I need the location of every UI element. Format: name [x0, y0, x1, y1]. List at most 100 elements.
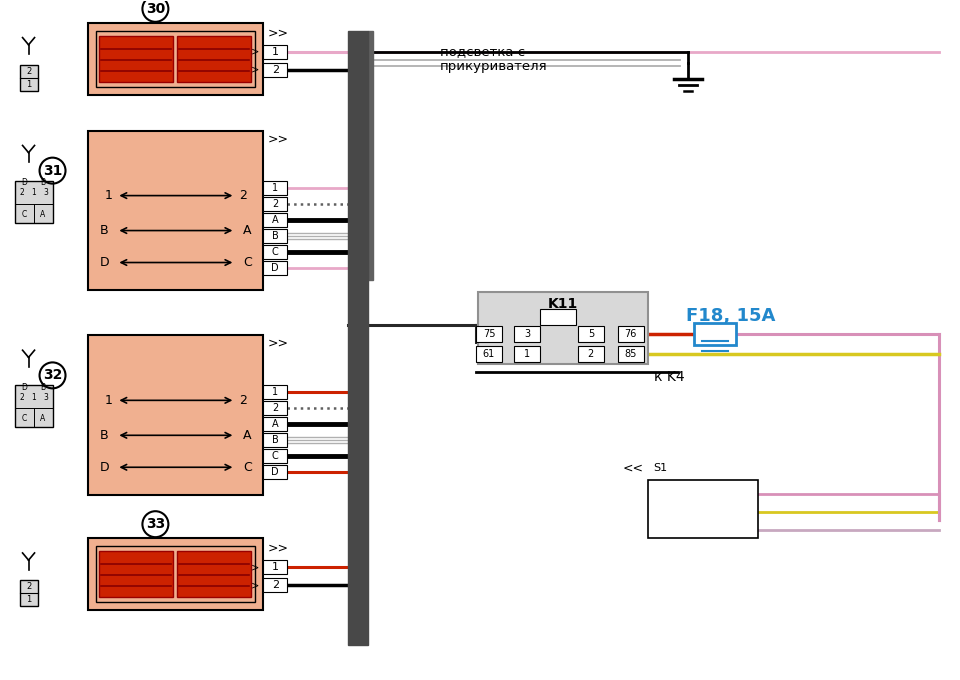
Bar — [19, 65, 37, 90]
Text: B: B — [40, 178, 45, 187]
Bar — [263, 63, 287, 77]
Bar — [100, 551, 174, 597]
Text: >>: >> — [243, 47, 259, 56]
Text: к K4: к K4 — [654, 371, 684, 384]
Text: 1: 1 — [272, 47, 278, 56]
Text: >>: >> — [243, 562, 259, 572]
Bar — [514, 326, 540, 343]
Bar — [178, 36, 252, 82]
Bar — [263, 213, 287, 226]
Bar — [476, 326, 502, 343]
Text: 32: 32 — [43, 369, 62, 382]
Text: >>: >> — [267, 542, 288, 555]
Text: B: B — [100, 429, 108, 442]
Text: >>: >> — [243, 65, 259, 75]
Text: >>: >> — [267, 337, 288, 350]
Text: C: C — [272, 247, 278, 256]
Bar — [263, 386, 287, 399]
Text: A: A — [272, 215, 278, 224]
Bar — [263, 433, 287, 447]
Text: 5: 5 — [588, 329, 594, 339]
Text: A: A — [40, 209, 45, 219]
Bar — [263, 45, 287, 58]
Bar — [540, 309, 576, 326]
Text: 2: 2 — [272, 65, 278, 75]
Bar — [263, 245, 287, 258]
Text: F18, 15A: F18, 15A — [685, 307, 775, 326]
Bar — [578, 326, 604, 343]
Text: 1: 1 — [26, 595, 31, 604]
Bar — [348, 31, 368, 645]
Text: 1: 1 — [272, 562, 278, 572]
Text: 2: 2 — [239, 394, 248, 407]
Text: C: C — [243, 256, 252, 269]
Text: A: A — [40, 414, 45, 424]
Text: 2: 2 — [588, 350, 594, 360]
Text: 1: 1 — [105, 189, 112, 202]
Text: >>: >> — [243, 580, 259, 590]
Text: C: C — [272, 452, 278, 461]
Text: 2: 2 — [272, 580, 278, 590]
Text: A: A — [243, 429, 252, 442]
Bar — [178, 551, 252, 597]
Bar — [96, 546, 255, 602]
Text: D: D — [272, 262, 279, 273]
Text: D: D — [100, 256, 109, 269]
Text: 33: 33 — [146, 517, 165, 531]
Text: 2: 2 — [657, 507, 663, 517]
Text: >>: >> — [267, 132, 288, 145]
Text: >>: >> — [267, 27, 288, 39]
Text: 61: 61 — [483, 350, 495, 360]
Bar — [88, 538, 263, 610]
Text: 2: 2 — [26, 67, 31, 75]
Text: C: C — [22, 414, 27, 424]
Bar — [19, 580, 37, 606]
Text: 1: 1 — [524, 350, 530, 360]
Bar — [14, 386, 53, 427]
Text: 1: 1 — [273, 388, 278, 397]
Text: 1: 1 — [31, 392, 36, 402]
Text: 75: 75 — [483, 329, 495, 339]
Text: B: B — [272, 231, 278, 241]
Text: C: C — [22, 209, 27, 219]
Bar — [578, 346, 604, 362]
Bar — [263, 418, 287, 431]
Text: B: B — [40, 383, 45, 392]
Text: B: B — [272, 435, 278, 445]
Bar — [263, 449, 287, 463]
Bar — [368, 31, 373, 280]
Bar — [263, 401, 287, 415]
Text: 2: 2 — [272, 403, 278, 413]
Text: подсветка с
прикуривателя: подсветка с прикуривателя — [440, 45, 547, 73]
Text: 76: 76 — [625, 329, 637, 339]
Text: 2: 2 — [239, 189, 248, 202]
Text: S1: S1 — [653, 463, 667, 473]
Text: 3: 3 — [657, 525, 662, 535]
Bar — [514, 346, 540, 362]
Text: D: D — [22, 178, 28, 187]
Bar — [618, 326, 644, 343]
Text: 1: 1 — [657, 489, 662, 499]
Bar — [263, 465, 287, 479]
Text: 2: 2 — [272, 199, 278, 209]
Bar — [478, 292, 648, 364]
Bar — [88, 23, 263, 95]
Text: 1: 1 — [105, 394, 112, 407]
Bar — [694, 324, 735, 345]
Bar — [88, 335, 263, 495]
Text: <<: << — [623, 462, 644, 475]
Bar — [263, 560, 287, 574]
Bar — [648, 480, 757, 538]
Bar — [100, 36, 174, 82]
Bar — [263, 260, 287, 275]
Bar — [96, 31, 255, 87]
Text: 3: 3 — [524, 329, 530, 339]
Text: 1: 1 — [31, 188, 36, 197]
Bar — [618, 346, 644, 362]
Bar — [263, 181, 287, 194]
Text: C: C — [243, 461, 252, 474]
Text: 30: 30 — [146, 2, 165, 16]
Text: D: D — [272, 467, 279, 477]
Text: 2: 2 — [19, 392, 24, 402]
Text: A: A — [272, 420, 278, 429]
